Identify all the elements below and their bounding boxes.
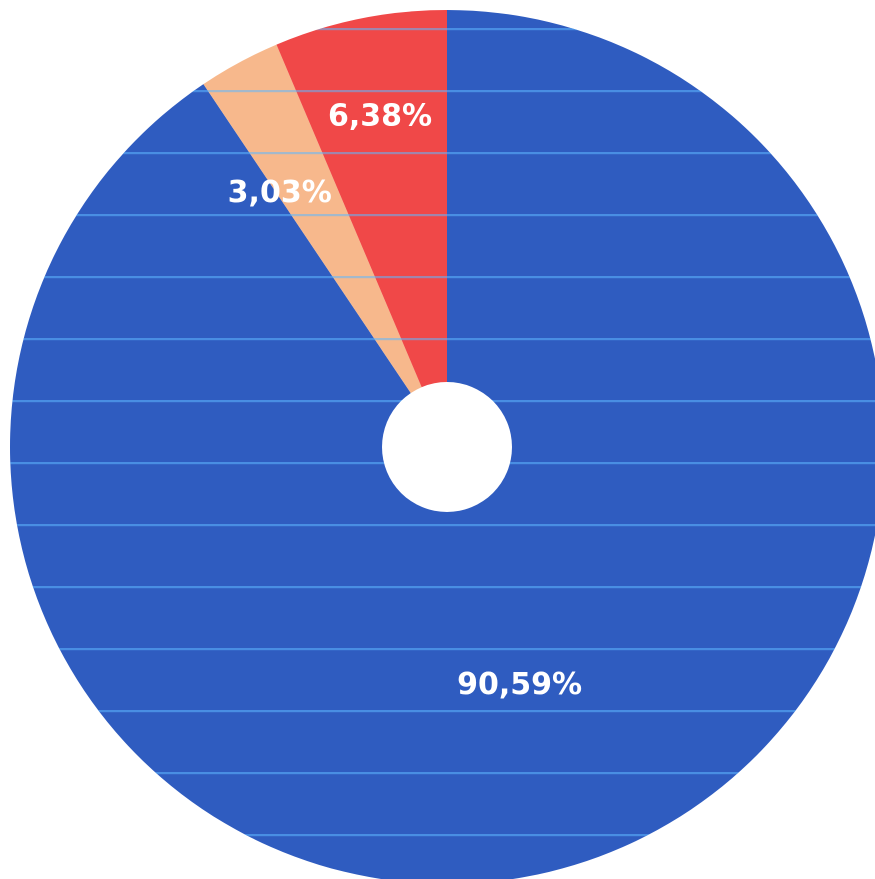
donut-hole (382, 382, 512, 512)
data-label-slice-3: 6,38% (328, 99, 432, 134)
data-label-slice-2: 3,03% (228, 175, 332, 210)
data-label-slice-1: 90,59% (457, 667, 582, 702)
data-labels: 90,59% 3,03% 6,38% (228, 99, 582, 702)
